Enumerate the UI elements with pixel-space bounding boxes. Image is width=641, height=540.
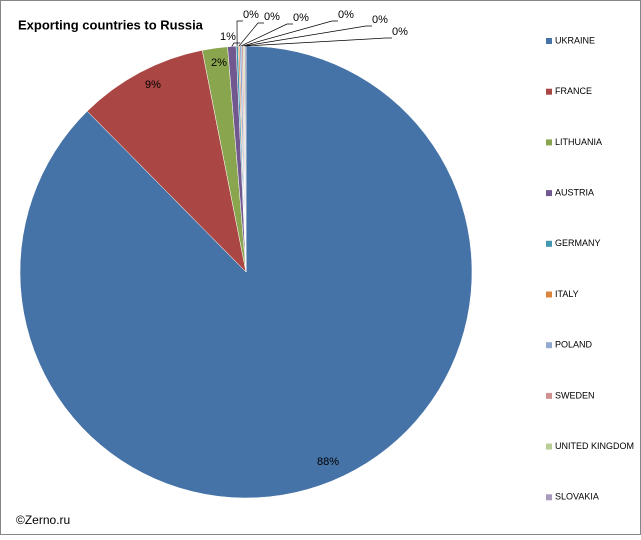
data-label: 0% bbox=[392, 26, 408, 38]
legend-swatch bbox=[546, 139, 552, 146]
leader-line bbox=[231, 42, 240, 47]
leader-line bbox=[245, 37, 392, 47]
credit: ©Zerno.ru bbox=[16, 513, 70, 527]
data-label: 0% bbox=[264, 11, 280, 23]
leader-line bbox=[236, 20, 243, 47]
legend-label: LITHUANIA bbox=[555, 137, 602, 147]
legend-label: ITALY bbox=[555, 289, 579, 299]
data-label: 0% bbox=[338, 9, 354, 21]
legend-label: SLOVAKIA bbox=[555, 492, 599, 502]
legend-swatch bbox=[546, 443, 552, 450]
data-label: 88% bbox=[317, 456, 339, 468]
data-label: 0% bbox=[243, 9, 259, 21]
data-label: 2% bbox=[211, 57, 227, 69]
leader-line bbox=[242, 20, 338, 47]
legend-swatch bbox=[546, 88, 552, 95]
legend-label: AUSTRIA bbox=[555, 187, 594, 197]
legend-label: UNITED KINGDOM bbox=[555, 441, 634, 451]
leader-line bbox=[243, 25, 372, 47]
data-label: 1% bbox=[220, 31, 236, 43]
data-label: 0% bbox=[293, 12, 309, 24]
legend-swatch bbox=[546, 240, 552, 247]
legend-swatch bbox=[546, 291, 552, 298]
legend-swatch bbox=[546, 38, 552, 44]
leader-line bbox=[238, 22, 264, 47]
legend-swatch bbox=[546, 342, 552, 349]
legend-label: FRANCE bbox=[555, 86, 592, 96]
legend-label: GERMANY bbox=[555, 238, 601, 248]
leader-line bbox=[240, 23, 293, 47]
data-label: 0% bbox=[372, 14, 388, 26]
chart-title: Exporting countries to Russia bbox=[18, 17, 204, 32]
legend-label: UKRAINE bbox=[555, 35, 595, 45]
pie-slice bbox=[86, 49, 247, 273]
legend-label: SWEDEN bbox=[555, 390, 595, 400]
legend-label: POLAND bbox=[555, 340, 593, 350]
data-label: 9% bbox=[145, 79, 161, 91]
legend-swatch bbox=[546, 494, 552, 501]
legend-swatch bbox=[546, 190, 552, 197]
legend-swatch bbox=[546, 392, 552, 399]
